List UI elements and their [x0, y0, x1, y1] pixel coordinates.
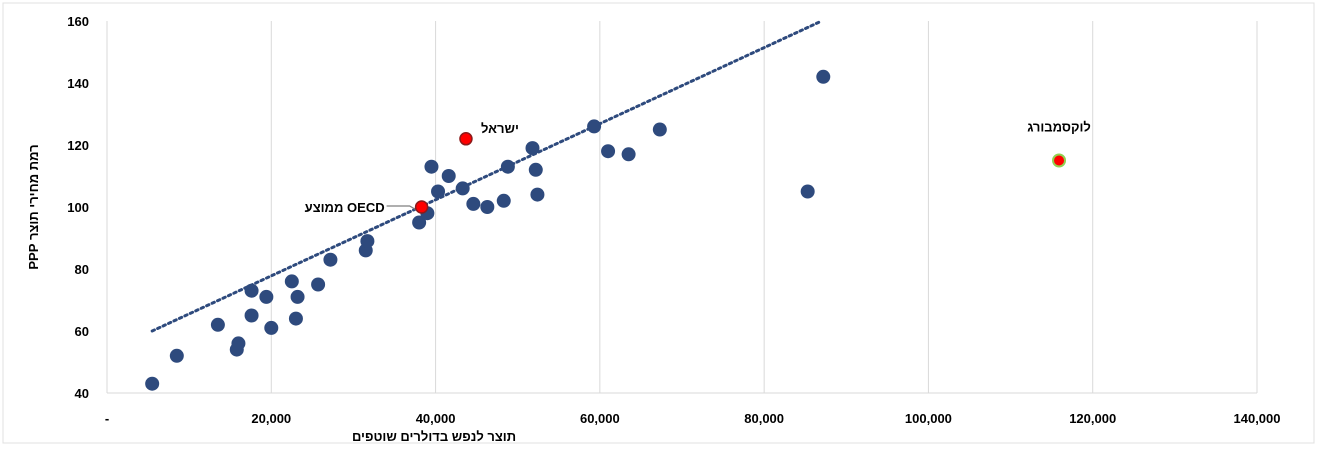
data-point [284, 274, 299, 289]
data-point [264, 320, 279, 335]
data-point [431, 184, 446, 199]
x-tick-label: 60,000 [580, 411, 620, 426]
data-point [480, 200, 495, 214]
data-point [652, 122, 667, 137]
data-point [530, 187, 545, 202]
x-tick-label: 120,000 [1069, 411, 1116, 426]
data-point [311, 277, 326, 292]
tick-labels: - 20,000 40,000 60,000 80,000 100,000 120,000 1… [67, 14, 1280, 426]
y-tick-label: 160 [67, 14, 89, 29]
data-point [500, 159, 515, 174]
israel-point [459, 132, 473, 146]
x-tick-label: 140,000 [1234, 411, 1281, 426]
trendline-layer [150, 19, 824, 333]
israel-label: ישראל [481, 121, 519, 136]
grid-lines [106, 21, 1258, 394]
data-point [210, 317, 225, 332]
data-point [231, 336, 246, 351]
data-point [244, 283, 259, 298]
x-tick-label: 100,000 [905, 411, 952, 426]
y-tick-label: 100 [67, 200, 89, 215]
y-tick-label: 60 [75, 324, 89, 339]
data-point [323, 252, 338, 267]
y-axis-title: רמת מחירי תוצר PPP [26, 144, 41, 269]
data-point [587, 119, 602, 134]
x-tick-label: - [105, 411, 109, 426]
x-axis-title: תוצר לנפש בדולרים שוטפים [352, 429, 516, 444]
data-point [800, 184, 815, 199]
y-tick-label: 40 [75, 386, 89, 401]
data-point [360, 234, 375, 249]
luxembourg-label: לוקסמבורג [1027, 120, 1091, 135]
data-point [441, 169, 456, 183]
trendline [150, 19, 824, 333]
x-tick-label: 20,000 [251, 411, 291, 426]
data-point [528, 162, 543, 177]
data-point [424, 159, 439, 174]
oecd-leader-line [386, 205, 417, 211]
y-tick-label: 120 [67, 138, 89, 153]
luxembourg-point [1052, 153, 1067, 168]
data-point [259, 289, 274, 304]
data-point [288, 311, 303, 326]
data-point [466, 196, 481, 211]
data-point [525, 141, 540, 156]
data-point [412, 215, 427, 230]
data-point [621, 147, 636, 162]
data-point [244, 308, 259, 323]
oecd-average-label: ממוצע OECD [305, 200, 385, 215]
chart-border [2, 2, 1315, 444]
x-tick-label: 40,000 [416, 411, 456, 426]
data-point [496, 193, 511, 208]
data-point [601, 144, 616, 159]
oecd-average-point [414, 200, 429, 214]
data-point [145, 376, 160, 391]
x-tick-label: 80,000 [744, 411, 784, 426]
data-point [816, 69, 831, 84]
highlighted-points: ישראל ממוצע OECD לוקסמבורג [305, 120, 1091, 216]
data-point [290, 289, 305, 304]
data-point [169, 348, 184, 363]
y-tick-label: 140 [67, 76, 89, 91]
y-tick-label: 80 [75, 262, 89, 277]
data-point [455, 181, 470, 196]
